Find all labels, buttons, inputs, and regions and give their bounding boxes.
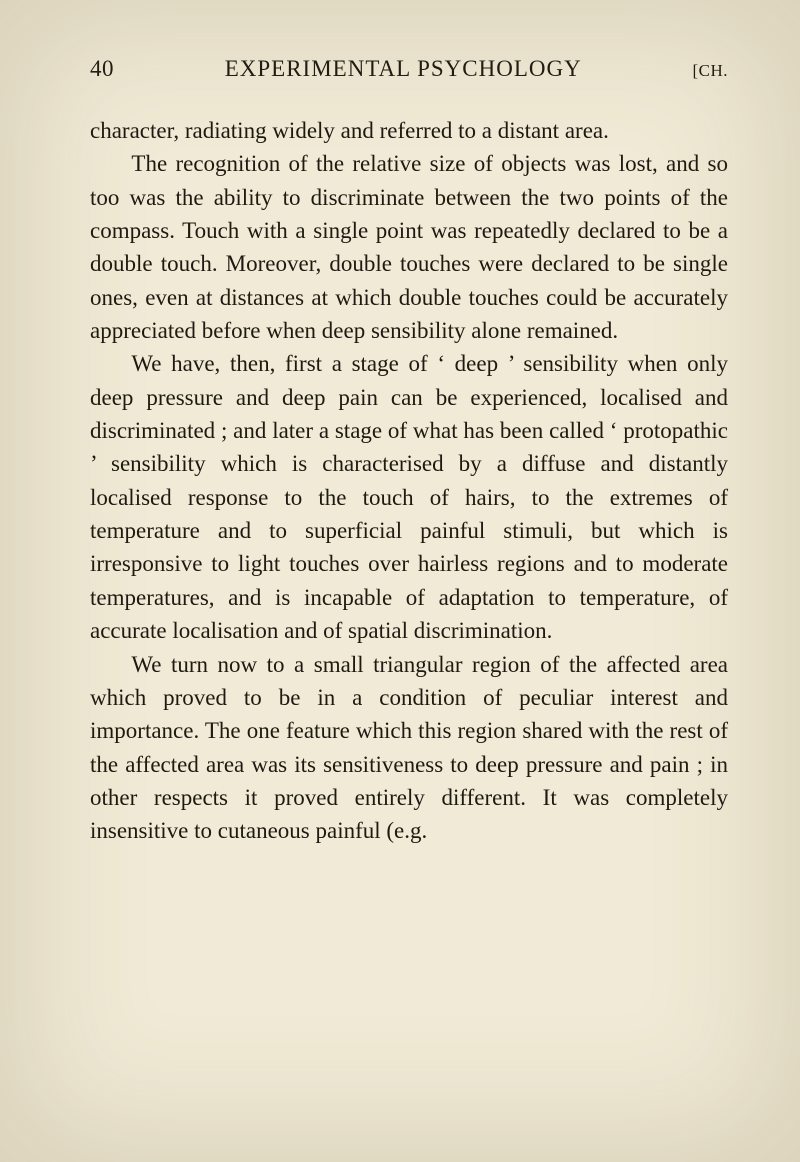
paragraph-4: We turn now to a small triangular region… [90, 648, 728, 848]
paragraph-1: character, radiating widely and referred… [90, 114, 728, 147]
running-header: 40 EXPERIMENTAL PSYCHOLOGY [CH. [90, 56, 728, 82]
body-text: character, radiating widely and referred… [90, 114, 728, 848]
running-title: EXPERIMENTAL PSYCHOLOGY [114, 56, 692, 82]
chapter-mark: [CH. [692, 61, 728, 81]
book-page: 40 EXPERIMENTAL PSYCHOLOGY [CH. characte… [0, 0, 800, 1162]
paragraph-2: The recognition of the relative size of … [90, 147, 728, 347]
paragraph-3: We have, then, first a stage of ‘ deep ’… [90, 347, 728, 647]
page-number: 40 [90, 56, 114, 82]
